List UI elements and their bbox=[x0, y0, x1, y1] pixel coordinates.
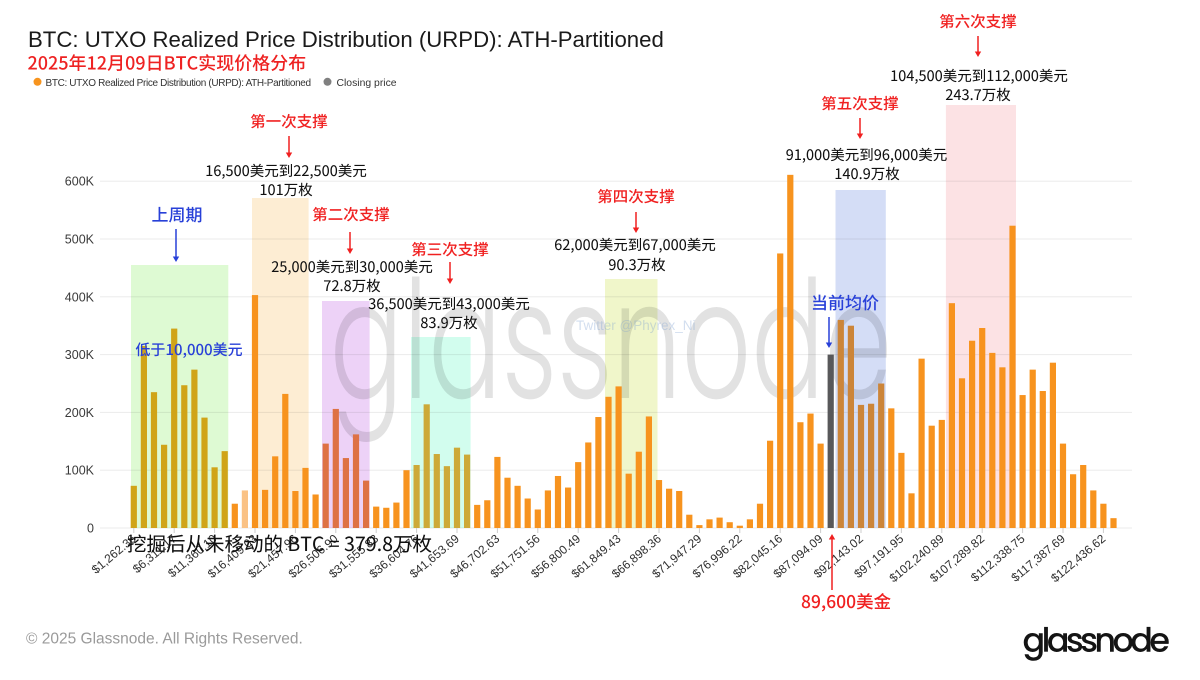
svg-text:300K: 300K bbox=[65, 348, 95, 362]
svg-text:Twitter @Phyrex_Ni: Twitter @Phyrex_Ni bbox=[576, 318, 695, 333]
svg-text:Closing price: Closing price bbox=[337, 78, 397, 89]
svg-text:200K: 200K bbox=[65, 406, 95, 420]
svg-text:600K: 600K bbox=[65, 175, 95, 189]
svg-text:© 2025 Glassnode. All Rights R: © 2025 Glassnode. All Rights Reserved. bbox=[26, 631, 303, 648]
svg-text:100K: 100K bbox=[65, 464, 95, 478]
svg-text:400K: 400K bbox=[65, 290, 95, 304]
svg-text:500K: 500K bbox=[65, 233, 95, 247]
svg-text:0: 0 bbox=[87, 522, 94, 536]
svg-text:BTC: UTXO Realized Price Distr: BTC: UTXO Realized Price Distribution (U… bbox=[46, 78, 311, 89]
svg-text:BTC: UTXO Realized Price Distr: BTC: UTXO Realized Price Distribution (U… bbox=[28, 27, 664, 52]
